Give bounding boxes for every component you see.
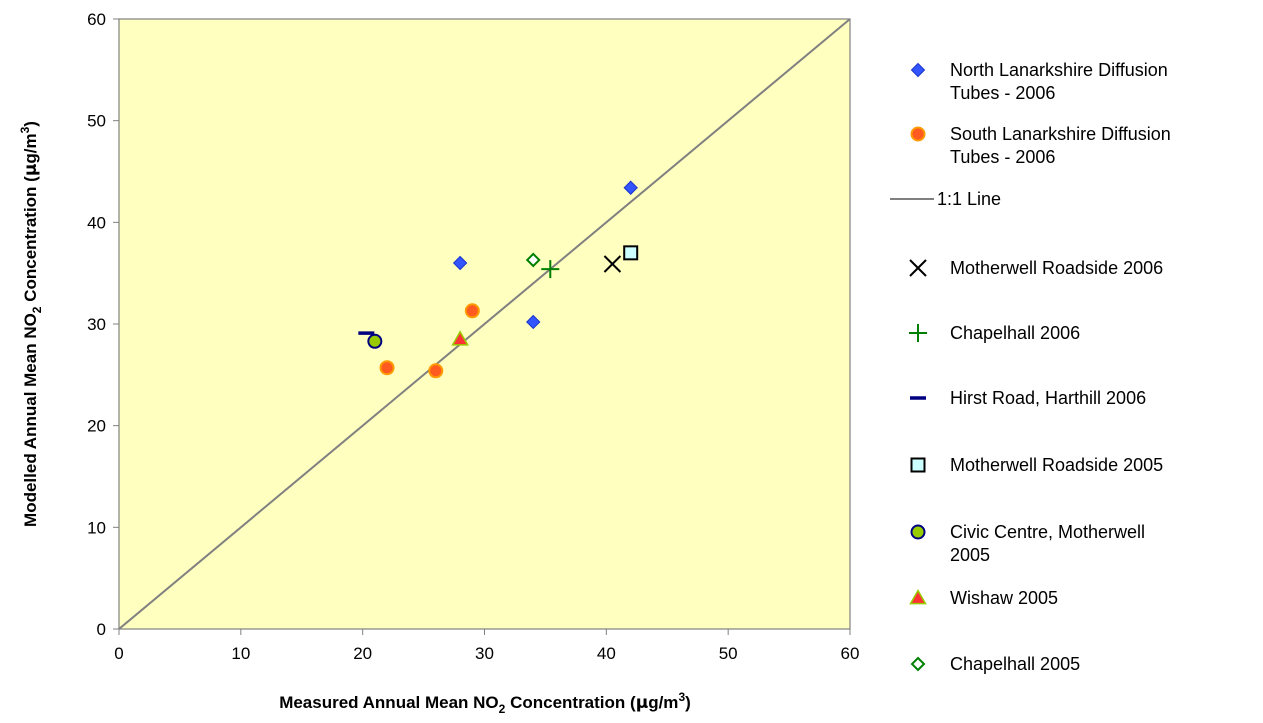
one-to-one-line bbox=[118, 18, 851, 630]
marker-stroke bbox=[603, 255, 622, 273]
x-tick-label: 40 bbox=[597, 644, 616, 663]
x-tick-label: 30 bbox=[475, 644, 494, 663]
legend-label: Chapelhall 2006 bbox=[950, 323, 1080, 343]
legend-swatch bbox=[910, 126, 926, 142]
point-south-lanarkshire-diffusion-tubes-2006 bbox=[428, 363, 444, 379]
legend-label: North Lanarkshire Diffusion Tubes - 2006 bbox=[950, 60, 1168, 103]
x-tick-label: 10 bbox=[231, 644, 250, 663]
legend-label: 1:1 Line bbox=[937, 189, 1001, 209]
data-markers bbox=[358, 180, 639, 379]
legend-swatch bbox=[910, 524, 926, 540]
y-tick-label: 10 bbox=[87, 518, 106, 537]
x-axis-title: Measured Annual Mean NO2 Concentration (… bbox=[279, 690, 691, 716]
x-axis-ticks: 0 10 20 30 40 50 60 bbox=[114, 629, 859, 663]
legend-label: Motherwell Roadside 2006 bbox=[950, 258, 1163, 278]
legend-label: Motherwell Roadside 2005 bbox=[950, 455, 1163, 475]
y-tick-label: 30 bbox=[87, 315, 106, 334]
legend-item-south-lanarkshire-diffusion-tubes-2006: South Lanarkshire Diffusion Tubes - 2006 bbox=[910, 124, 1171, 167]
point-north-lanarkshire-diffusion-tubes-2006 bbox=[452, 255, 468, 271]
y-tick-label: 40 bbox=[87, 213, 106, 232]
x-tick-label: 20 bbox=[353, 644, 372, 663]
point-chapelhall-2006 bbox=[541, 260, 560, 279]
y-tick-label: 60 bbox=[87, 10, 106, 29]
legend-item-motherwell-roadside-2006: Motherwell Roadside 2006 bbox=[909, 258, 1163, 278]
legend-label: Chapelhall 2005 bbox=[950, 654, 1080, 674]
legend-item-north-lanarkshire-diffusion-tubes-2006: North Lanarkshire Diffusion Tubes - 2006 bbox=[910, 60, 1168, 103]
point-motherwell-roadside-2005 bbox=[623, 245, 639, 261]
one-to-one-line-layer bbox=[118, 18, 851, 630]
legend-item-motherwell-roadside-2005: Motherwell Roadside 2005 bbox=[910, 455, 1163, 475]
y-axis-title: Modelled Annual Mean NO2 Concentration (… bbox=[18, 121, 44, 527]
point-chapelhall-2005 bbox=[525, 252, 541, 268]
legend-item-1-1-line: 1:1 Line bbox=[890, 189, 1001, 209]
legend-swatch bbox=[909, 324, 927, 342]
x-tick-label: 50 bbox=[719, 644, 738, 663]
y-tick-label: 0 bbox=[97, 620, 106, 639]
legend-swatch bbox=[909, 259, 927, 277]
point-south-lanarkshire-diffusion-tubes-2006 bbox=[379, 360, 395, 376]
y-axis-ticks: 0 10 20 30 40 50 60 bbox=[87, 10, 119, 639]
legend-swatch bbox=[910, 656, 926, 672]
legend-item-chapelhall-2005: Chapelhall 2005 bbox=[910, 654, 1080, 674]
y-tick-label: 50 bbox=[87, 112, 106, 131]
point-south-lanarkshire-diffusion-tubes-2006 bbox=[464, 303, 480, 319]
marker-stroke bbox=[909, 259, 927, 277]
legend-label: Wishaw 2005 bbox=[950, 588, 1058, 608]
legend-swatch bbox=[910, 457, 926, 473]
point-north-lanarkshire-diffusion-tubes-2006 bbox=[526, 314, 541, 330]
x-tick-label: 60 bbox=[841, 644, 860, 663]
legend-swatch bbox=[909, 588, 927, 605]
point-civic-centre-motherwell-2005 bbox=[367, 333, 383, 349]
legend-label: Hirst Road, Harthill 2006 bbox=[950, 388, 1146, 408]
legend-label: Civic Centre, Motherwell 2005 bbox=[950, 522, 1145, 565]
point-north-lanarkshire-diffusion-tubes-2006 bbox=[623, 180, 638, 195]
point-motherwell-roadside-2006 bbox=[603, 255, 622, 273]
legend-item-civic-centre-motherwell-2005: Civic Centre, Motherwell 2005 bbox=[910, 522, 1145, 565]
legend: North Lanarkshire Diffusion Tubes - 2006 S… bbox=[890, 60, 1171, 674]
legend-swatch bbox=[910, 62, 926, 78]
point-wishaw-2005 bbox=[451, 330, 469, 346]
legend-item-wishaw-2005: Wishaw 2005 bbox=[909, 588, 1058, 608]
legend-label: South Lanarkshire Diffusion Tubes - 2006 bbox=[950, 124, 1171, 167]
legend-item-chapelhall-2006: Chapelhall 2006 bbox=[909, 323, 1080, 343]
x-tick-label: 0 bbox=[114, 644, 123, 663]
legend-item-hirst-road-harthill-2006: Hirst Road, Harthill 2006 bbox=[910, 388, 1146, 408]
y-tick-label: 20 bbox=[87, 417, 106, 436]
